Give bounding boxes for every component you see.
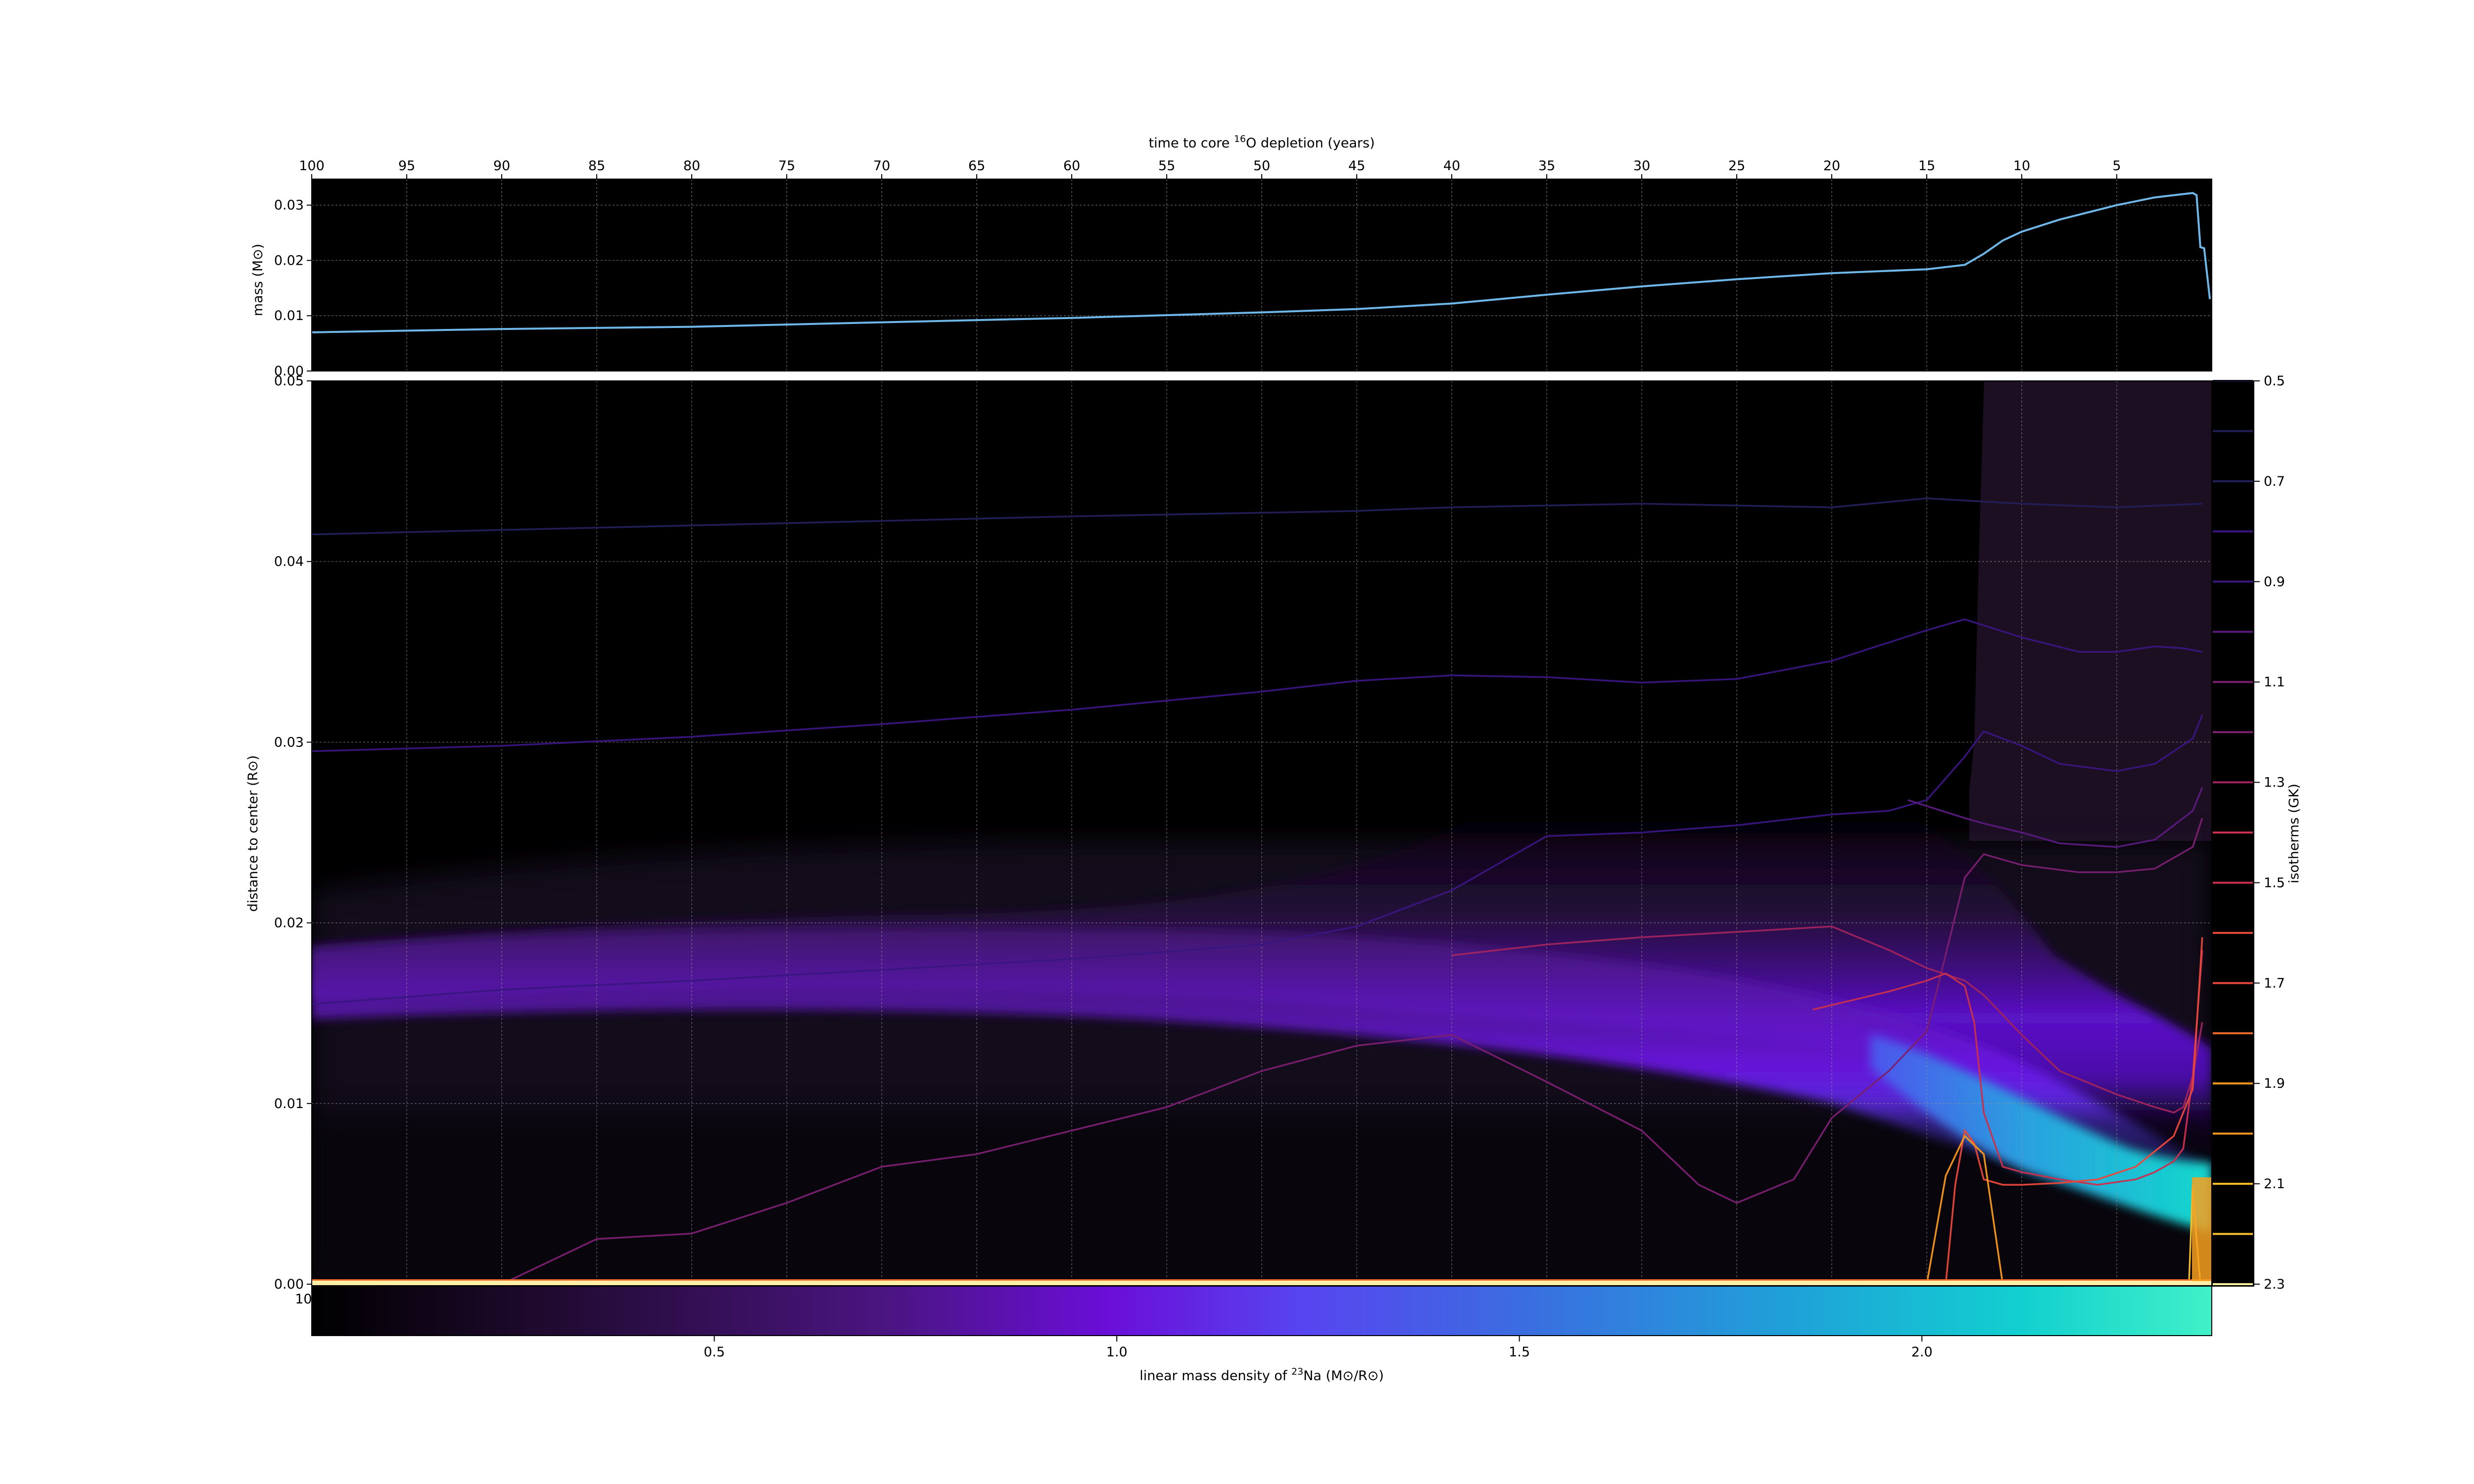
- isotherm-line-1: [1907, 787, 2203, 848]
- heatmap-upper-haze: [1969, 381, 2212, 841]
- top-y-tick-label: 0.01: [274, 308, 304, 324]
- isotherm-line-1-1: [501, 818, 2203, 1285]
- top-x-tick-label: 30: [1633, 158, 1650, 174]
- top-x-tick-label: 85: [588, 158, 605, 174]
- density-colorbar-tick-label: 0.5: [704, 1345, 725, 1360]
- main-y-tick-label: 0.02: [274, 916, 304, 931]
- main-y-tick-label: 0.00: [274, 1277, 304, 1292]
- top-x-tick-label: 10: [2013, 158, 2030, 174]
- isotherm-colorbar-tick-label: 0.9: [2264, 574, 2285, 590]
- isotherm-colorbar-tick-label: 1.5: [2264, 875, 2285, 890]
- isotherm-line-1-5: [1812, 950, 2203, 1186]
- main-y-ticks: 0.00 0.01 0.02 0.03 0.04 0.05: [274, 373, 312, 1292]
- top-x-tick-label: 75: [778, 158, 795, 174]
- isotherm-colorbar-tick-label: 0.5: [2264, 373, 2285, 389]
- mass-series-line: [311, 192, 2211, 333]
- top-grid: [311, 179, 2212, 371]
- main-y-axis-label: distance to center (R⊙): [245, 755, 261, 912]
- isotherm-line-1-3: [1451, 926, 2203, 1113]
- main-y-tick-label: 0.01: [274, 1096, 304, 1112]
- top-x-tick-label: 50: [1253, 158, 1270, 174]
- top-y-tick-label: 0.02: [274, 253, 304, 268]
- density-colorbar-tick-label: 2.0: [1911, 1345, 1933, 1360]
- density-colorbar-tick-label: 1.5: [1509, 1345, 1530, 1360]
- main-y-tick-label: 0.03: [274, 735, 304, 750]
- top-x-tick-label: 60: [1063, 158, 1080, 174]
- top-y-ticks: 0.00 0.01 0.02 0.03: [274, 198, 312, 379]
- density-colorbar-label: linear mass density of 23Na (M⊙/R⊙): [1140, 1366, 1384, 1384]
- top-x-tick-label: 25: [1728, 158, 1745, 174]
- isotherm-colorbar-tick-label: 1.3: [2264, 775, 2285, 790]
- main-panel: 0.00 0.01 0.02 0.03 0.04 0.05 distance to cen…: [245, 373, 2212, 1292]
- isotherm-line-0-9: [312, 714, 2203, 1005]
- isotherm-line-0-7: [312, 497, 2202, 536]
- isotherm-colorbar-tick-label: 0.7: [2264, 474, 2285, 489]
- top-x-tick-label: 90: [493, 158, 510, 174]
- density-colorbar: [312, 1286, 2212, 1336]
- top-y-tick-label: 0.00: [274, 364, 304, 379]
- top-x-tick-label: 80: [683, 158, 700, 174]
- top-axes-frame: [311, 179, 2212, 371]
- main-y-tick-label: 0.05: [274, 373, 304, 389]
- density-colorbar-ticks: 0.5 1.0 1.5 2.0: [704, 1336, 1933, 1360]
- top-x-tick-label: 45: [1348, 158, 1365, 174]
- isotherm-colorbar-label: isotherms (GK): [2286, 784, 2302, 883]
- isotherm-colorbar-tick-label: 1.1: [2264, 675, 2285, 690]
- center-line-edge: [312, 1279, 2212, 1281]
- isotherm-lines: [312, 497, 2203, 1285]
- top-x-tick-label: 65: [968, 158, 985, 174]
- isotherm-line-0-8: [312, 618, 2203, 752]
- top-x-tick-label: 100: [299, 158, 325, 174]
- center-line-strip: [312, 1280, 2212, 1285]
- density-colorbar-tick-label: 1.0: [1106, 1345, 1128, 1360]
- bottom-inset-x-tick-100: 100: [295, 1292, 321, 1307]
- top-x-tick-label: 40: [1443, 158, 1460, 174]
- top-x-tick-label: 55: [1158, 158, 1175, 174]
- top-y-axis-label: mass (M⊙): [250, 244, 266, 317]
- isotherm-colorbar-tick-label: 1.7: [2264, 975, 2285, 991]
- main-grid: [311, 380, 2212, 1285]
- isotherm-colorbar: 0.5 0.7 0.9 1.1 1.3 1.5 1.7 1.9 2.1 2.3 isotherms…: [2211, 373, 2302, 1292]
- top-y-tick-label: 0.03: [274, 198, 304, 213]
- top-x-tick-label: 15: [1918, 158, 1935, 174]
- top-x-ticks: 100 95 90 85 80 75 70 65 60 55 50 45 40 35 30 25 20 15 10 5: [299, 158, 2121, 179]
- isotherm-colorbar-tick-label: 2.1: [2264, 1176, 2285, 1192]
- top-x-tick-label: 95: [398, 158, 415, 174]
- isotherm-colorbar-tick-label: 1.9: [2264, 1076, 2285, 1091]
- top-x-axis-label: time to core 16O depletion (years): [1148, 134, 1375, 151]
- top-x-tick-label: 5: [2112, 158, 2121, 174]
- core-hot-edge: [2192, 1177, 2212, 1281]
- isotherm-line-1-7: [1927, 937, 2203, 1285]
- bottom-area: 100 0.5 1.0 1.5 2.0 linear mass density of …: [295, 1286, 2212, 1384]
- top-x-tick-label: 70: [873, 158, 890, 174]
- main-y-tick-label: 0.04: [274, 554, 304, 569]
- heatmap-teal-core: [1870, 1034, 2212, 1232]
- main-axes-frame: [311, 380, 2212, 1287]
- top-x-tick-label: 35: [1538, 158, 1555, 174]
- isotherm-colorbar-tick-label: 2.3: [2264, 1277, 2285, 1292]
- top-panel: 100 95 90 85 80 75 70 65 60 55 50 45 40 35 30 25 20 15 10 5…: [250, 134, 2212, 379]
- top-x-tick-label: 20: [1823, 158, 1840, 174]
